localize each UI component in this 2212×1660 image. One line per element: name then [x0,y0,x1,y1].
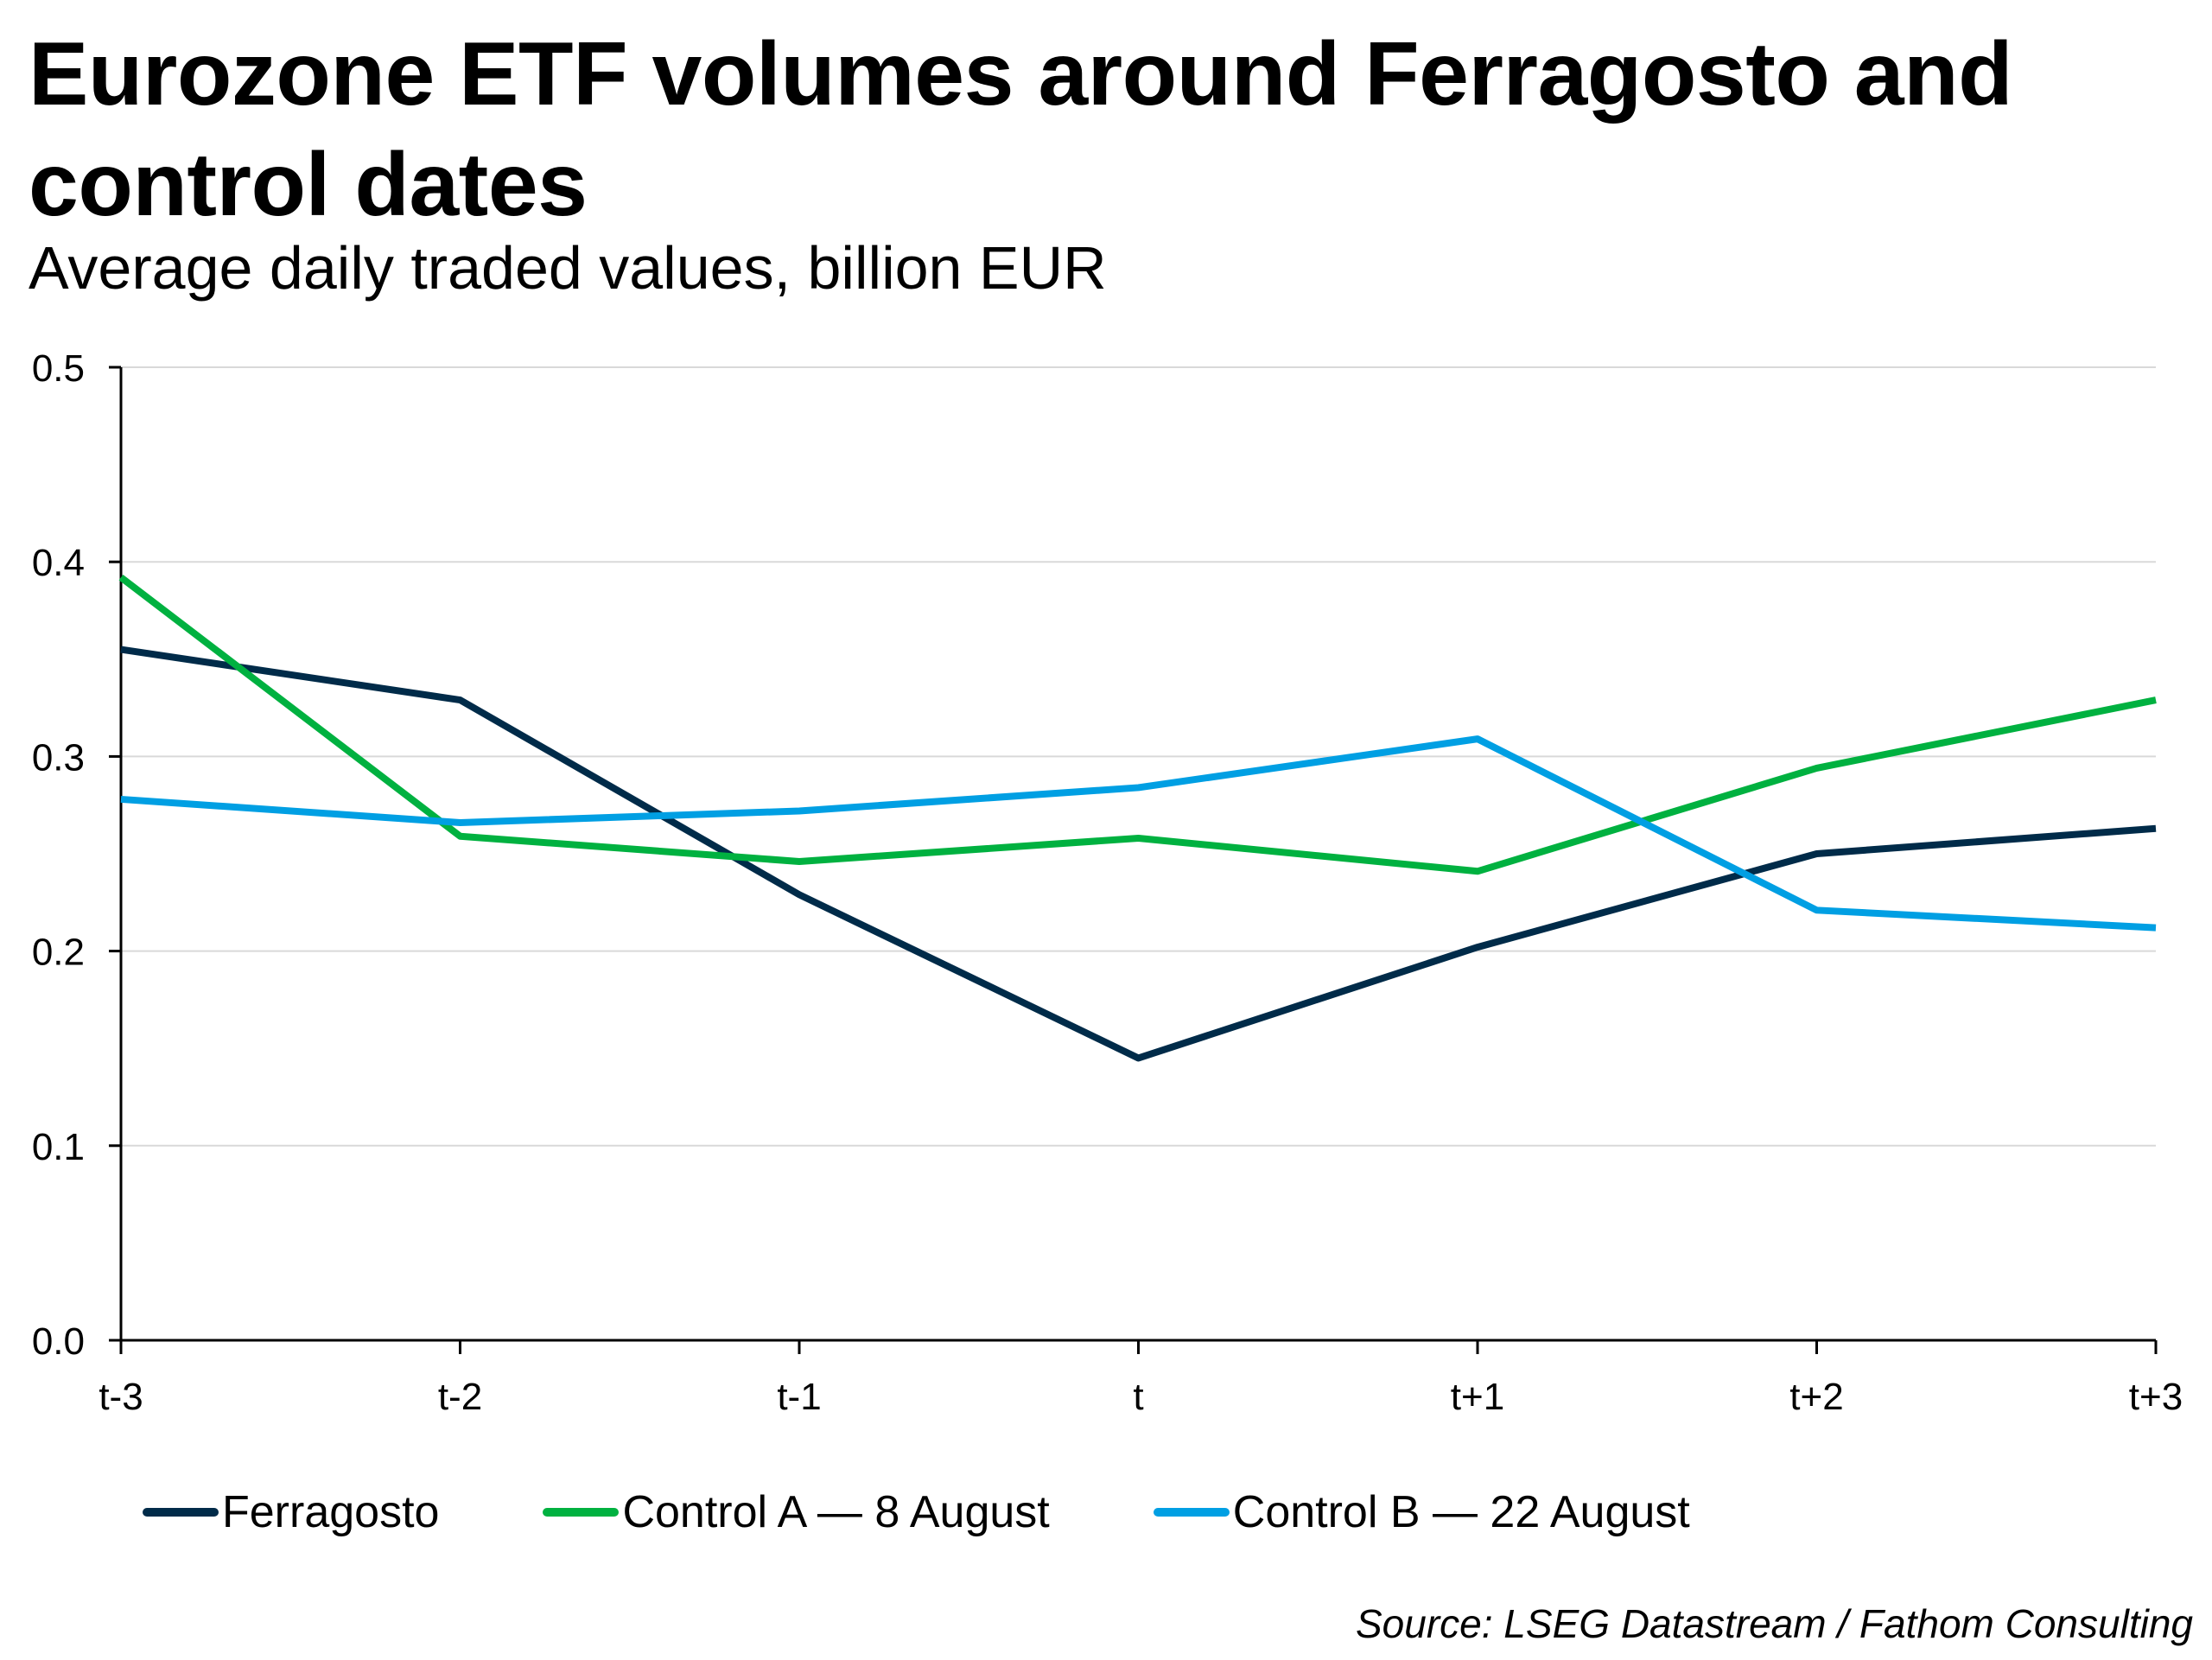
gridlines [121,366,2156,1147]
legend-label: Control B — 22 August [1232,1487,1690,1537]
x-tick-label: t+2 [1789,1376,1843,1418]
axes [109,367,2156,1342]
legend-item-control-a: Control A — 8 August [543,1486,1050,1538]
legend-item-ferragosto: Ferragosto [143,1486,439,1538]
y-tick-label: 0.2 [32,932,85,974]
y-tick-label: 0.4 [32,542,85,584]
chart-title: Eurozone ETF volumes around Ferragosto a… [29,24,2013,235]
x-tick-label: t-3 [99,1376,143,1418]
y-tick-label: 0.0 [32,1320,85,1363]
legend-item-control-b: Control B — 22 August [1153,1486,1690,1538]
source-note: Source: LSEG Datastream / Fathom Consult… [1356,1601,2193,1646]
x-tick-label: t+1 [1451,1376,1504,1418]
series-line-ferragosto [120,646,2157,1062]
legend-swatch [543,1508,620,1517]
y-tick-label: 0.5 [32,347,85,390]
legend-swatch [1153,1508,1230,1517]
series-line-control-b-22-august [120,735,2157,932]
legend-label: Control A — 8 August [622,1487,1050,1537]
y-tick-label: 0.3 [32,736,85,779]
x-tick-label: t [1133,1376,1143,1418]
legend-swatch [143,1508,219,1517]
y-axis-ticks: 0.0 0.1 0.2 0.3 0.4 0.5 [32,347,121,1363]
series-line-control-a-8-august [118,575,2157,875]
legend-label: Ferragosto [222,1487,440,1537]
series-lines [118,575,2157,1062]
x-tick-label: t+3 [2129,1376,2183,1418]
x-tick-label: t-2 [438,1376,482,1418]
chart-subtitle: Average daily traded values, billion EUR [29,234,1107,302]
x-axis-ticks: t-3 t-2 t-1 t t+1 t+2 t+3 [99,1340,2183,1418]
x-tick-label: t-1 [777,1376,821,1418]
legend: Ferragosto Control A — 8 August Control … [143,1486,1794,1538]
y-tick-label: 0.1 [32,1126,85,1168]
